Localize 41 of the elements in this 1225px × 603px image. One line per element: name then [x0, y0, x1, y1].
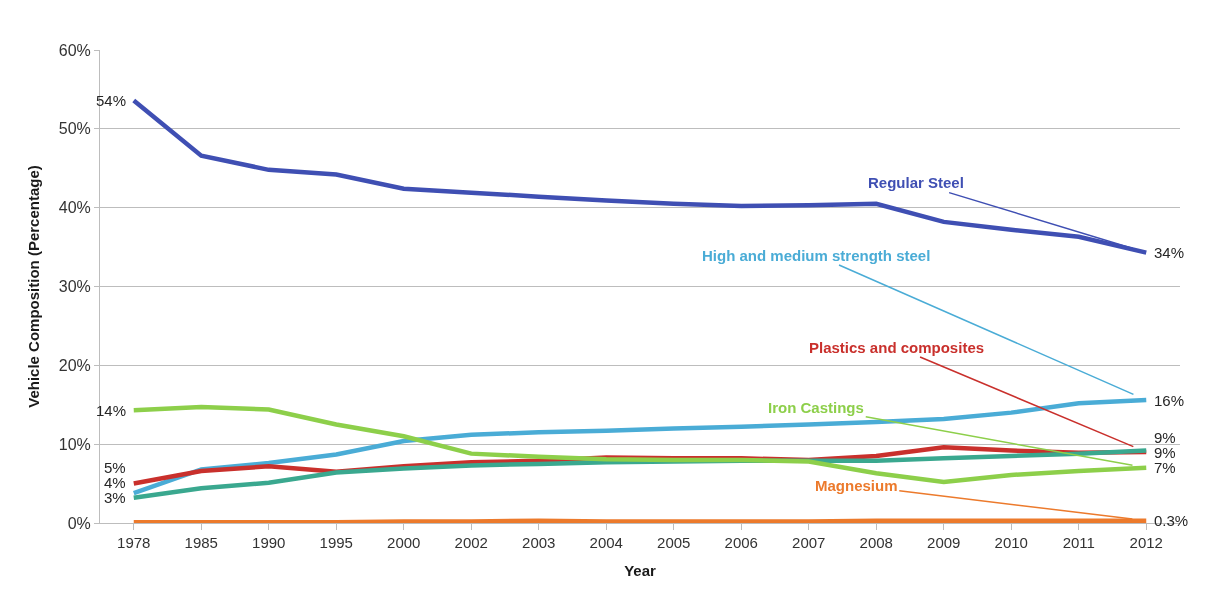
y-tick-label: 30%: [58, 278, 91, 296]
data-label: 34%: [1154, 244, 1185, 261]
data-label: 4%: [104, 474, 126, 491]
x-tick-label: 2000: [387, 534, 421, 551]
data-label: 16%: [1154, 392, 1185, 409]
x-tick-label: 1990: [252, 534, 286, 551]
y-tick-label: 0%: [67, 514, 91, 532]
data-label: 7%: [1154, 459, 1176, 476]
x-tick-label: 2011: [1062, 534, 1095, 551]
text: Iron Castings: [768, 399, 864, 416]
x-tick-label: 2006: [724, 534, 758, 551]
x-tick-label: 2008: [859, 534, 893, 551]
y-tick-label: 50%: [58, 120, 91, 138]
series-label: Magnesium: [815, 477, 898, 494]
x-tick-label: 2002: [454, 534, 488, 551]
x-tick-label: 2007: [792, 534, 826, 551]
y-tick-label: 40%: [58, 199, 91, 217]
data-label: 5%: [104, 459, 126, 476]
x-tick-label: 1985: [184, 534, 218, 551]
x-tick-label: 2010: [994, 534, 1028, 551]
x-axis-title: Year: [624, 562, 657, 579]
x-tick-label: 2004: [589, 534, 623, 551]
data-label: 3%: [104, 489, 126, 506]
x-tick-label: 2012: [1129, 534, 1163, 551]
x-tick-label: 1995: [319, 534, 353, 551]
data-label: 9%: [1154, 444, 1176, 461]
data-label: 9%: [1154, 429, 1176, 446]
y-tick-label: 60%: [58, 41, 91, 59]
data-label: 14%: [96, 402, 127, 419]
x-tick-label: 2009: [927, 534, 961, 551]
x-tick-label: 2005: [657, 534, 691, 551]
text: High and medium strength steel: [702, 247, 931, 264]
text: Plastics and composites: [809, 339, 985, 356]
data-label: 54%: [96, 92, 127, 109]
y-tick-label: 20%: [58, 356, 91, 374]
x-tick-label: 1978: [117, 534, 151, 551]
data-label: 0.3%: [1154, 512, 1189, 529]
y-axis-title: Vehicle Composition (Percentage): [25, 165, 43, 408]
series-label: Regular Steel: [868, 174, 964, 191]
x-tick-label: 2003: [522, 534, 556, 551]
y-tick-label: 10%: [58, 435, 91, 453]
